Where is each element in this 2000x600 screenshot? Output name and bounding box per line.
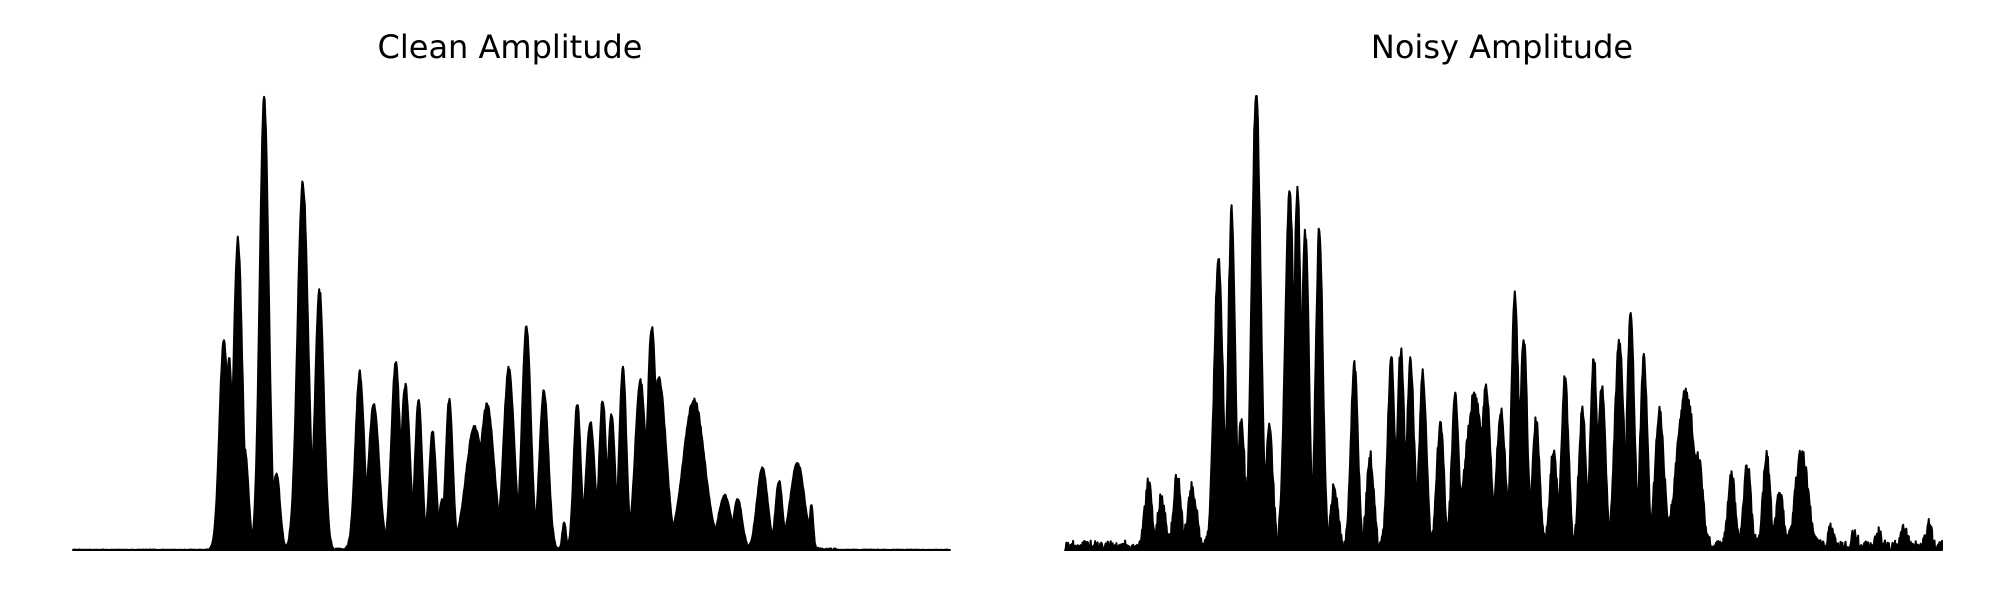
noisy-amplitude-area xyxy=(1064,95,1943,551)
noisy-amplitude-panel: Noisy Amplitude xyxy=(1064,28,1943,551)
clean-amplitude-title: Clean Amplitude xyxy=(378,28,643,66)
clean-amplitude-panel: Clean Amplitude xyxy=(72,28,951,551)
clean-amplitude-area xyxy=(72,95,951,551)
noisy-amplitude-title: Noisy Amplitude xyxy=(1371,28,1633,66)
